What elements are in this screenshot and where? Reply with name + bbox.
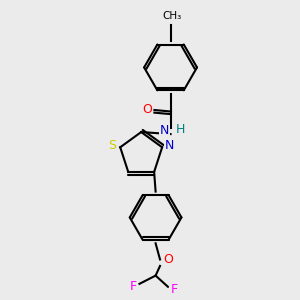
Text: F: F bbox=[130, 280, 137, 293]
Text: O: O bbox=[142, 103, 152, 116]
Text: CH₃: CH₃ bbox=[162, 11, 182, 21]
Text: N: N bbox=[165, 139, 174, 152]
Text: F: F bbox=[170, 283, 177, 296]
Text: O: O bbox=[163, 253, 173, 266]
Text: N: N bbox=[160, 124, 169, 137]
Text: S: S bbox=[108, 139, 116, 152]
Text: H: H bbox=[176, 123, 185, 136]
